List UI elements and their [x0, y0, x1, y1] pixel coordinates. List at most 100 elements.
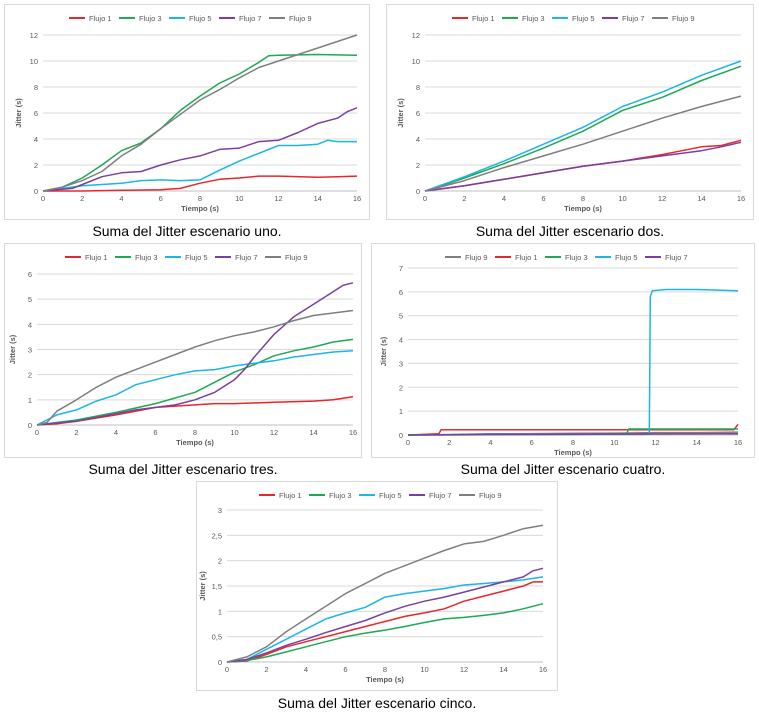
y-axis-label: Jitter (s)	[14, 98, 23, 128]
series-line-flujo-3	[424, 65, 742, 192]
y-tick-label: 1	[28, 396, 32, 405]
y-tick-label: 4	[416, 135, 420, 144]
legend-label: Flujo 7	[429, 491, 452, 500]
y-axis-label: Jitter (s)	[379, 336, 388, 366]
y-axis-label: Jitter (s)	[198, 571, 207, 601]
legend-label: Flujo 1	[85, 253, 108, 262]
series-line-flujo-5	[36, 350, 354, 426]
series-line-flujo-7	[226, 567, 544, 663]
x-tick-label: 2	[462, 194, 466, 203]
y-tick-label: 8	[34, 83, 38, 92]
x-tick-label: 2	[447, 438, 451, 447]
x-axis-label: Tiempo (s)	[554, 448, 592, 457]
chart-panel-5: 0 0,5 1 1,5 2 2,5 3 0 2 4 6 8 10 12 14 16 Tiempo (s) Jitt…	[196, 481, 558, 691]
caption-2: Suma del Jitter escenario dos.	[475, 223, 665, 239]
caption-5: Suma del Jitter escenario cinco.	[277, 695, 477, 711]
chart-panel-1: 0 2 4 6 8 10 12 0 2 4 6 8 10 12 14 16 Tiempo (s) Jitter (…	[4, 4, 370, 220]
legend-label: Flujo 9	[479, 491, 502, 500]
x-tick-label: 8	[581, 194, 585, 203]
caption-1: Suma del Jitter escenario uno.	[92, 223, 282, 239]
x-tick-label: 16	[349, 428, 357, 437]
x-tick-label: 12	[274, 194, 282, 203]
x-tick-label: 8	[383, 665, 387, 674]
y-tick-label: 2	[34, 161, 38, 170]
series-line-flujo-1	[226, 581, 543, 663]
x-tick-label: 8	[193, 428, 197, 437]
chart-panel-3: 0 1 2 3 4 5 6 0 2 4 6 8 10 12 14 16 Tiempo (s) Jitter (s)…	[4, 243, 362, 458]
x-tick-label: 10	[618, 194, 626, 203]
y-tick-label: 2	[416, 161, 420, 170]
x-tick-label: 4	[502, 194, 506, 203]
x-tick-label: 0	[35, 428, 39, 437]
x-tick-label: 10	[230, 428, 238, 437]
y-tick-label: 12	[30, 31, 38, 40]
legend-label: Flujo 3	[329, 491, 352, 500]
legend-label: Flujo 5	[189, 14, 212, 23]
chart-panel-4: 0 1 2 3 4 5 6 7 0 2 4 6 8 10 12 14 16 Tiempo (s) Jitter (s…	[371, 243, 755, 458]
x-tick-label: 16	[539, 665, 547, 674]
x-tick-label: 6	[541, 194, 545, 203]
series-line-flujo-7	[42, 107, 358, 192]
x-axis-label: Tiempo (s)	[176, 438, 214, 447]
legend-label: Flujo 5	[572, 14, 595, 23]
x-tick-label: 8	[198, 194, 202, 203]
legend-label: Flujo 3	[522, 14, 545, 23]
legend-label: Flujo 1	[472, 14, 495, 23]
y-tick-label: 6	[399, 288, 403, 297]
y-tick-label: 1,5	[212, 582, 222, 591]
x-tick-label: 14	[697, 194, 705, 203]
legend-label: Flujo 1	[279, 491, 302, 500]
line-chart-1: 0 2 4 6 8 10 12 0 2 4 6 8 10 12 14 16 Tiempo (s) Jitter (…	[14, 14, 361, 213]
x-tick-label: 10	[235, 194, 243, 203]
x-tick-label: 10	[610, 438, 618, 447]
x-tick-label: 0	[41, 194, 45, 203]
x-axis-label: Tiempo (s)	[366, 675, 404, 684]
x-tick-label: 12	[460, 665, 468, 674]
y-tick-label: 0,5	[212, 633, 222, 642]
y-tick-label: 3	[28, 346, 32, 355]
series-line-flujo-5	[424, 60, 742, 192]
y-tick-label: 1	[399, 407, 403, 416]
series-line-flujo-9	[36, 309, 354, 426]
x-tick-label: 16	[737, 194, 745, 203]
y-tick-label: 6	[28, 270, 32, 279]
series-line-flujo-3	[42, 53, 358, 192]
series-line-flujo-9	[42, 34, 358, 192]
caption-3: Suma del Jitter escenario tres.	[88, 461, 278, 477]
legend-label: Flujo 5	[379, 491, 402, 500]
x-tick-label: 4	[114, 428, 118, 437]
x-tick-label: 6	[159, 194, 163, 203]
series-line-flujo-7	[407, 433, 739, 436]
legend-label: Flujo 7	[622, 14, 645, 23]
legend-label: Flujo 9	[289, 14, 312, 23]
x-tick-label: 14	[693, 438, 701, 447]
y-tick-label: 8	[416, 83, 420, 92]
x-tick-label: 0	[423, 194, 427, 203]
x-tick-label: 10	[420, 665, 428, 674]
y-tick-label: 2,5	[212, 531, 222, 540]
x-tick-label: 4	[488, 438, 492, 447]
legend-label: Flujo 7	[239, 14, 262, 23]
legend-label: Flujo 9	[465, 253, 488, 262]
chart-panel-2: 0 2 4 6 8 10 12 0 2 4 6 8 10 12 14 16 Tiempo (s) Jitter (…	[386, 4, 754, 220]
x-tick-label: 4	[304, 665, 308, 674]
x-tick-label: 14	[314, 194, 322, 203]
y-tick-label: 6	[416, 109, 420, 118]
y-tick-label: 2	[399, 383, 403, 392]
series-line-flujo-1	[407, 423, 739, 436]
y-tick-label: 2	[218, 557, 222, 566]
x-tick-label: 0	[406, 438, 410, 447]
y-tick-label: 1	[218, 607, 222, 616]
series-line-flujo-3	[36, 338, 354, 426]
legend-label: Flujo 3	[139, 14, 162, 23]
legend-label: Flujo 5	[615, 253, 638, 262]
y-tick-label: 0	[416, 187, 420, 196]
x-tick-label: 12	[270, 428, 278, 437]
y-tick-label: 0	[399, 431, 403, 440]
series-line-flujo-5	[407, 288, 739, 436]
y-axis-label: Jitter (s)	[396, 98, 405, 128]
y-tick-label: 0	[34, 187, 38, 196]
y-tick-label: 3	[218, 506, 222, 515]
x-tick-label: 2	[264, 665, 268, 674]
x-tick-label: 4	[119, 194, 123, 203]
